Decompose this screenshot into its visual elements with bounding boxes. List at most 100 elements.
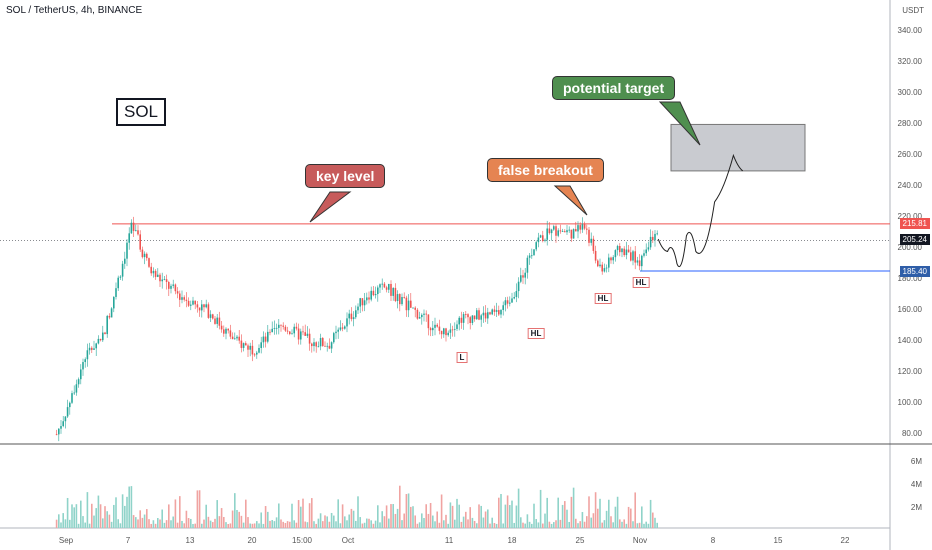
volume-bar xyxy=(163,522,166,528)
volume-bar xyxy=(480,505,482,528)
volume-bar xyxy=(247,517,249,528)
candle-body xyxy=(440,330,443,335)
volume-bar xyxy=(176,522,179,528)
volume-bar xyxy=(198,490,201,528)
volume-bar xyxy=(390,504,392,528)
volume-bar xyxy=(264,506,267,528)
candle-body xyxy=(152,270,155,274)
volume-bar xyxy=(636,523,639,528)
candle-body xyxy=(418,317,421,319)
volume-bar xyxy=(535,519,537,528)
volume-bar xyxy=(88,523,91,528)
candle-body xyxy=(601,264,603,272)
candle-body xyxy=(506,300,509,304)
candle-body xyxy=(108,315,111,318)
candle-body xyxy=(625,249,628,256)
volume-bar xyxy=(603,520,606,528)
candle-body xyxy=(616,245,619,251)
candle-body xyxy=(260,342,262,348)
candle-body xyxy=(95,343,97,349)
candle-body xyxy=(627,249,630,253)
volume-bar xyxy=(434,521,436,528)
candle-body xyxy=(64,416,67,422)
volume-bar xyxy=(652,512,654,528)
volume-bar xyxy=(86,492,89,528)
volume-bar xyxy=(190,518,192,528)
candle-body xyxy=(363,300,366,306)
candle-body xyxy=(443,328,445,335)
candle-body xyxy=(337,329,339,332)
volume-bar xyxy=(399,485,401,528)
candle-body xyxy=(656,233,658,235)
volume-bar xyxy=(581,512,584,528)
volume-bar xyxy=(454,519,456,528)
candle-body xyxy=(392,287,394,296)
candle-body xyxy=(330,342,333,349)
candle-body xyxy=(194,300,196,305)
volume-bar xyxy=(55,519,58,528)
volume-bar xyxy=(405,494,408,528)
candle-body xyxy=(405,297,408,311)
candle-body xyxy=(218,317,221,326)
volume-bar xyxy=(403,513,405,528)
volume-bar xyxy=(544,513,546,528)
candle-body xyxy=(339,327,342,330)
volume-bar xyxy=(363,522,366,528)
volume-bar xyxy=(500,493,502,528)
x-tick-label: 11 xyxy=(444,536,454,545)
volume-bar xyxy=(548,521,551,528)
volume-bar xyxy=(610,516,612,528)
volume-bar xyxy=(132,515,135,528)
volume-bar xyxy=(64,519,67,528)
volume-bar xyxy=(227,523,229,528)
volume-bar xyxy=(522,522,524,528)
volume-tick-label: 4M xyxy=(910,480,922,489)
candle-body xyxy=(168,282,170,289)
candle-body xyxy=(335,331,337,334)
volume-bar xyxy=(526,514,529,528)
candle-body xyxy=(295,326,298,329)
volume-bar xyxy=(506,495,509,528)
candle-body xyxy=(130,222,133,234)
volume-bar xyxy=(253,523,256,528)
volume-bar xyxy=(524,523,526,528)
volume-bar xyxy=(381,511,383,528)
volume-bar xyxy=(75,504,78,528)
y-tick-label: 340.00 xyxy=(897,26,922,36)
volume-bar xyxy=(647,523,650,528)
candle-body xyxy=(515,291,518,298)
x-tick-label: 15 xyxy=(773,536,783,545)
volume-bar xyxy=(69,519,71,528)
candle-body xyxy=(273,328,276,329)
volume-bar xyxy=(165,520,168,528)
volume-bar xyxy=(392,504,394,528)
volume-bar xyxy=(377,505,379,528)
candle-body xyxy=(361,298,364,306)
y-tick-label: 240.00 xyxy=(897,181,922,191)
candle-body xyxy=(619,245,621,253)
candle-body xyxy=(484,312,487,319)
volume-bar xyxy=(586,516,588,528)
candle-body xyxy=(594,250,597,261)
volume-bar xyxy=(99,504,102,528)
candle-body xyxy=(172,284,174,286)
volume-bar xyxy=(445,514,447,528)
current-price-tag: 205.24 xyxy=(899,234,930,245)
candle-body xyxy=(603,268,606,272)
candle-body xyxy=(150,266,152,274)
candle-body xyxy=(447,332,449,336)
candle-body xyxy=(313,342,315,347)
candle-body xyxy=(104,332,106,335)
volume-bar xyxy=(289,521,291,528)
candle-body xyxy=(289,331,291,334)
volume-bar xyxy=(427,513,430,528)
candle-body xyxy=(513,297,515,299)
volume-bar xyxy=(608,499,610,528)
volume-bar xyxy=(326,516,328,528)
volume-bar xyxy=(209,520,212,528)
callout-pointer xyxy=(309,191,352,223)
volume-bar xyxy=(181,520,183,528)
candle-body xyxy=(88,347,91,351)
